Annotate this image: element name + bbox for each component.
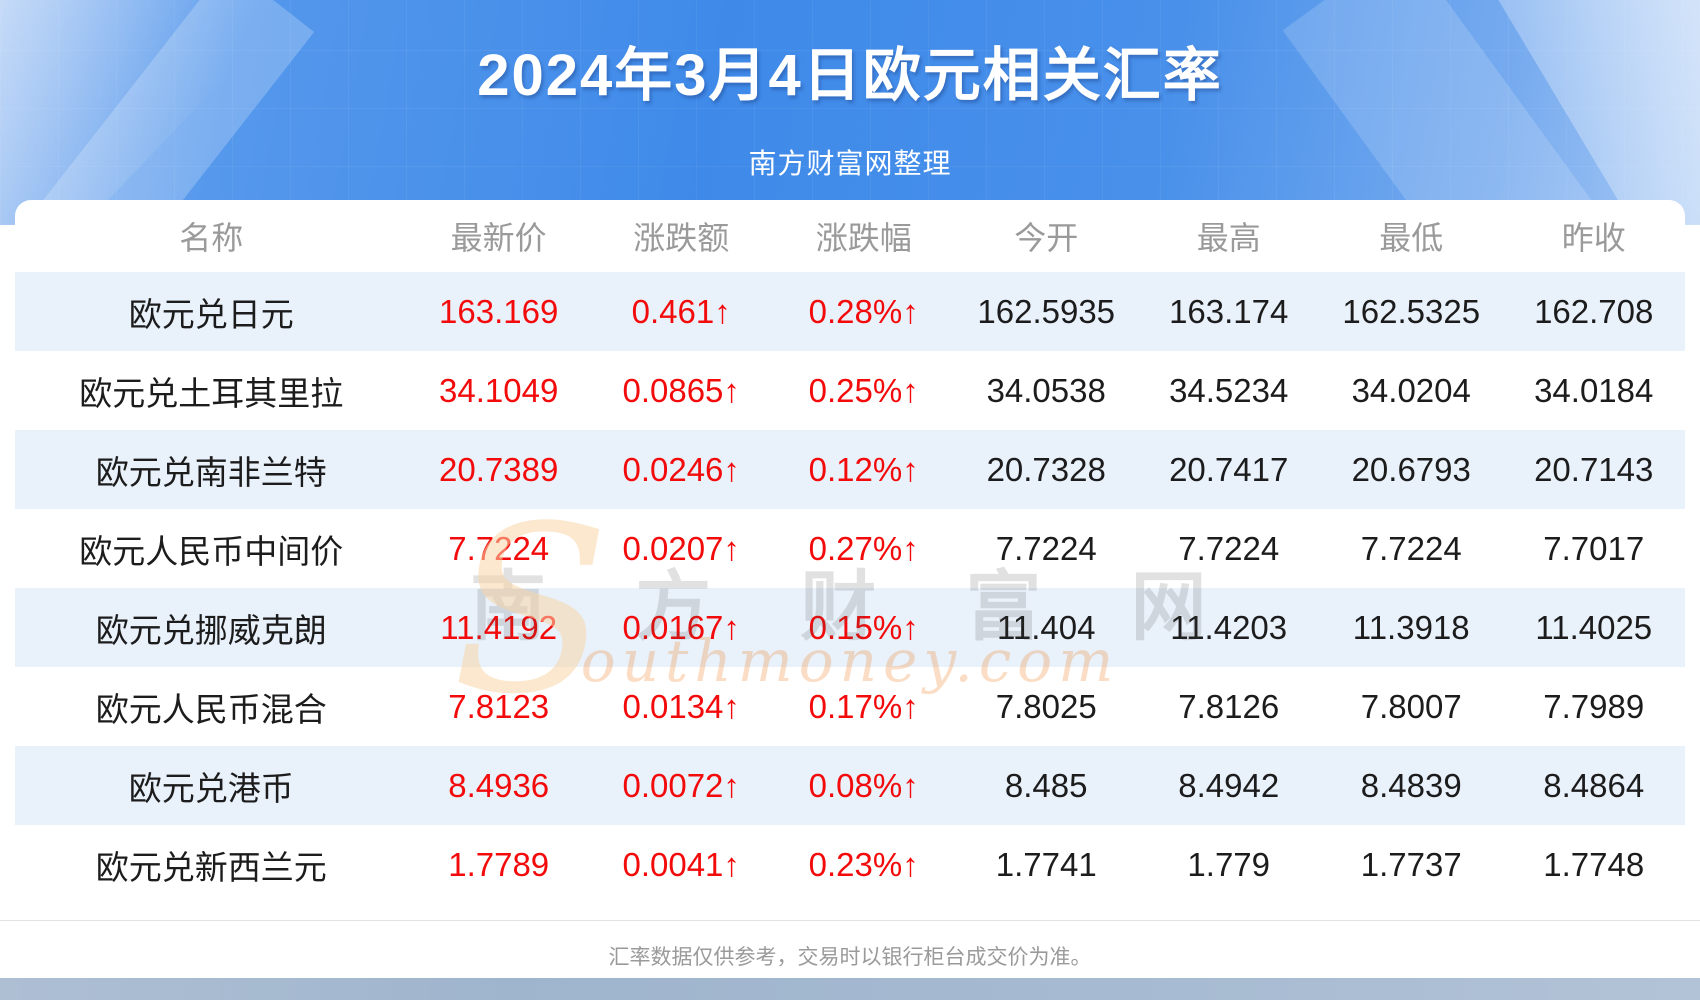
cell-今开: 34.0538 bbox=[986, 371, 1106, 409]
cell-昨收: 8.4864 bbox=[1543, 766, 1645, 804]
cell-最新价: 1.7789 bbox=[448, 845, 550, 883]
cell-名称: 欧元兑挪威克朗 bbox=[95, 611, 327, 649]
cell-最低: 7.8007 bbox=[1360, 687, 1462, 725]
cell-最低: 7.7224 bbox=[1360, 529, 1462, 567]
column-header-3: 涨跌幅 bbox=[815, 220, 912, 256]
cell-最低: 11.3918 bbox=[1352, 608, 1470, 646]
cell-今开: 8.485 bbox=[1004, 766, 1088, 804]
cell-最新价: 7.8123 bbox=[448, 687, 550, 725]
table-row: 欧元人民币中间价 7.7224 0.0207↑ 0.27%↑ 7.7224 7.7224 7… bbox=[15, 509, 1685, 588]
cell-今开: 20.7328 bbox=[986, 450, 1106, 488]
cell-名称: 欧元兑港币 bbox=[128, 769, 294, 807]
cell-名称: 欧元人民币混合 bbox=[95, 690, 327, 728]
column-header-6: 最低 bbox=[1379, 220, 1444, 256]
cell-名称: 欧元兑南非兰特 bbox=[95, 453, 327, 491]
cell-最高: 11.4203 bbox=[1170, 608, 1288, 646]
disclaimer-text: 汇率数据仅供参考，交易时以银行柜台成交价为准。 bbox=[608, 946, 1092, 969]
table-row: 欧元兑挪威克朗 11.4192 0.0167↑ 0.15%↑ 11.404 11.4203… bbox=[15, 588, 1685, 667]
cell-最新价: 7.7224 bbox=[448, 529, 550, 567]
column-header-5: 最高 bbox=[1196, 220, 1261, 256]
cell-今开: 7.7224 bbox=[995, 529, 1097, 567]
cell-最新价: 8.4936 bbox=[448, 766, 550, 804]
cell-今开: 7.8025 bbox=[995, 687, 1097, 725]
cell-涨跌幅: 0.15%↑ bbox=[808, 608, 919, 646]
cell-最新价: 34.1049 bbox=[439, 371, 559, 409]
cell-最新价: 20.7389 bbox=[439, 450, 559, 488]
cell-最新价: 163.169 bbox=[439, 292, 559, 330]
page-title: 2024年3月4日欧元相关汇率 bbox=[477, 43, 1223, 108]
cell-最高: 163.174 bbox=[1169, 292, 1289, 330]
cell-涨跌额: 0.0207↑ bbox=[622, 529, 740, 567]
rates-table-card: 名称 最新价 涨跌额 涨跌幅 今开 最高 最低 昨收 欧元兑日元 163.169 0.461↑ 0.… bbox=[15, 200, 1685, 904]
column-header-2: 涨跌额 bbox=[633, 220, 730, 256]
cell-今开: 162.5935 bbox=[977, 292, 1116, 330]
table-row: 欧元兑港币 8.4936 0.0072↑ 0.08%↑ 8.485 8.4942 8.483… bbox=[15, 746, 1685, 825]
cell-名称: 欧元兑土耳其里拉 bbox=[79, 374, 344, 412]
cell-涨跌幅: 0.27%↑ bbox=[808, 529, 919, 567]
table-row: 欧元兑日元 163.169 0.461↑ 0.28%↑ 162.5935 163.174 1… bbox=[15, 272, 1685, 351]
cell-最高: 8.4942 bbox=[1178, 766, 1280, 804]
cell-涨跌额: 0.0072↑ bbox=[622, 766, 740, 804]
cell-最低: 8.4839 bbox=[1360, 766, 1462, 804]
table-row: 欧元兑新西兰元 1.7789 0.0041↑ 0.23%↑ 1.7741 1.779 1.7… bbox=[15, 825, 1685, 904]
cell-涨跌额: 0.461↑ bbox=[631, 292, 731, 330]
column-header-4: 今开 bbox=[1014, 220, 1079, 256]
cell-最高: 7.7224 bbox=[1178, 529, 1280, 567]
cell-涨跌幅: 0.28%↑ bbox=[808, 292, 919, 330]
cell-最高: 34.5234 bbox=[1169, 371, 1289, 409]
cell-名称: 欧元兑新西兰元 bbox=[95, 848, 327, 886]
cell-昨收: 7.7989 bbox=[1543, 687, 1645, 725]
cell-名称: 欧元兑日元 bbox=[128, 295, 294, 333]
column-header-7: 昨收 bbox=[1561, 220, 1626, 256]
cell-涨跌额: 0.0246↑ bbox=[622, 450, 740, 488]
cell-涨跌幅: 0.12%↑ bbox=[808, 450, 919, 488]
cell-昨收: 1.7748 bbox=[1543, 845, 1645, 883]
cell-涨跌幅: 0.08%↑ bbox=[808, 766, 919, 804]
header-banner: 2024年3月4日欧元相关汇率 南方财富网整理 bbox=[0, 0, 1700, 225]
cell-涨跌额: 0.0041↑ bbox=[622, 845, 740, 883]
cell-最新价: 11.4192 bbox=[440, 608, 558, 646]
bottom-bar bbox=[0, 978, 1700, 1000]
cell-涨跌额: 0.0167↑ bbox=[622, 608, 740, 646]
cell-涨跌额: 0.0865↑ bbox=[622, 371, 740, 409]
column-header-1: 最新价 bbox=[450, 220, 547, 256]
cell-最低: 1.7737 bbox=[1360, 845, 1462, 883]
cell-昨收: 11.4025 bbox=[1535, 608, 1653, 646]
cell-名称: 欧元人民币中间价 bbox=[79, 532, 344, 570]
cell-最低: 162.5325 bbox=[1342, 292, 1481, 330]
column-header-0: 名称 bbox=[179, 220, 244, 256]
cell-最低: 20.6793 bbox=[1351, 450, 1471, 488]
cell-最低: 34.0204 bbox=[1351, 371, 1471, 409]
table-row: 欧元人民币混合 7.8123 0.0134↑ 0.17%↑ 7.8025 7.8126 7.… bbox=[15, 667, 1685, 746]
cell-最高: 1.779 bbox=[1187, 845, 1271, 883]
cell-最高: 20.7417 bbox=[1169, 450, 1289, 488]
cell-昨收: 20.7143 bbox=[1534, 450, 1654, 488]
table-row: 欧元兑土耳其里拉 34.1049 0.0865↑ 0.25%↑ 34.0538 34.52… bbox=[15, 351, 1685, 430]
cell-最高: 7.8126 bbox=[1178, 687, 1280, 725]
cell-涨跌额: 0.0134↑ bbox=[622, 687, 740, 725]
cell-昨收: 162.708 bbox=[1534, 292, 1654, 330]
table-row: 欧元兑南非兰特 20.7389 0.0246↑ 0.12%↑ 20.7328 20.741… bbox=[15, 430, 1685, 509]
cell-今开: 11.404 bbox=[996, 608, 1096, 646]
cell-涨跌幅: 0.23%↑ bbox=[808, 845, 919, 883]
cell-今开: 1.7741 bbox=[995, 845, 1097, 883]
cell-昨收: 7.7017 bbox=[1543, 529, 1645, 567]
cell-昨收: 34.0184 bbox=[1534, 371, 1654, 409]
cell-涨跌幅: 0.17%↑ bbox=[808, 687, 919, 725]
page-subtitle: 南方财富网整理 bbox=[748, 148, 952, 179]
cell-涨跌幅: 0.25%↑ bbox=[808, 371, 919, 409]
rates-table-header: 名称 最新价 涨跌额 涨跌幅 今开 最高 最低 昨收 bbox=[15, 200, 1685, 272]
footer-divider bbox=[0, 920, 1700, 921]
rates-table-body: 欧元兑日元 163.169 0.461↑ 0.28%↑ 162.5935 163.174 1… bbox=[15, 272, 1685, 904]
